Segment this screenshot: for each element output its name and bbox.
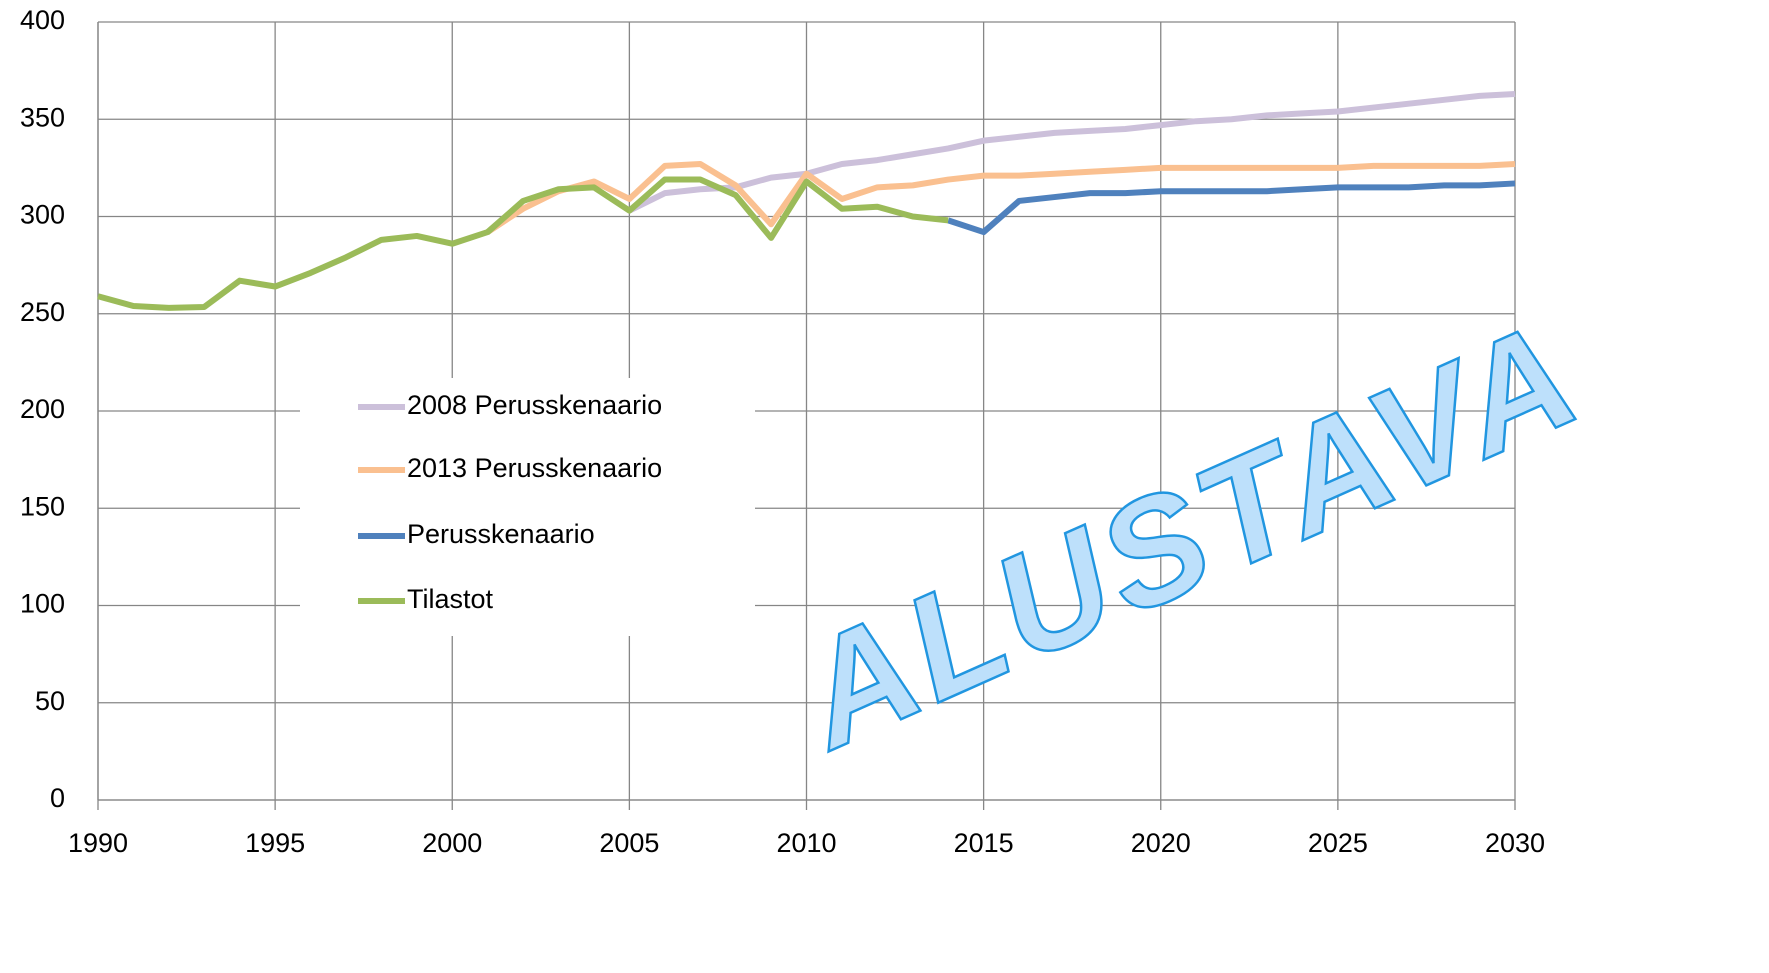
x-tick-label: 2015 — [954, 828, 1014, 858]
y-tick-label: 0 — [50, 783, 65, 813]
x-tick-label: 2020 — [1131, 828, 1191, 858]
x-tick-label: 1995 — [245, 828, 305, 858]
y-tick-label: 200 — [20, 394, 65, 424]
legend-label: Perusskenaario — [407, 519, 595, 549]
legend-label: 2008 Perusskenaario — [407, 390, 662, 420]
y-tick-label: 350 — [20, 102, 65, 132]
y-tick-label: 250 — [20, 297, 65, 327]
legend-label: Tilastot — [407, 584, 494, 614]
legend-box — [300, 378, 755, 636]
x-tick-label: 2010 — [776, 828, 836, 858]
y-tick-label: 150 — [20, 491, 65, 521]
legend-label: 2013 Perusskenaario — [407, 453, 662, 483]
x-tick-label: 2005 — [599, 828, 659, 858]
y-tick-label: 50 — [35, 686, 65, 716]
y-tick-label: 100 — [20, 589, 65, 619]
series-line — [947, 180, 1516, 236]
series-line — [628, 90, 1516, 214]
series-line — [97, 176, 949, 311]
watermark: ALUSTAVA — [772, 288, 1603, 781]
y-tick-label: 400 — [20, 5, 65, 35]
x-tick-label: 2025 — [1308, 828, 1368, 858]
series-line — [486, 160, 1516, 235]
x-tick-label: 1990 — [68, 828, 128, 858]
x-tick-label: 2030 — [1485, 828, 1545, 858]
y-tick-label: 300 — [20, 200, 65, 230]
x-tick-label: 2000 — [422, 828, 482, 858]
